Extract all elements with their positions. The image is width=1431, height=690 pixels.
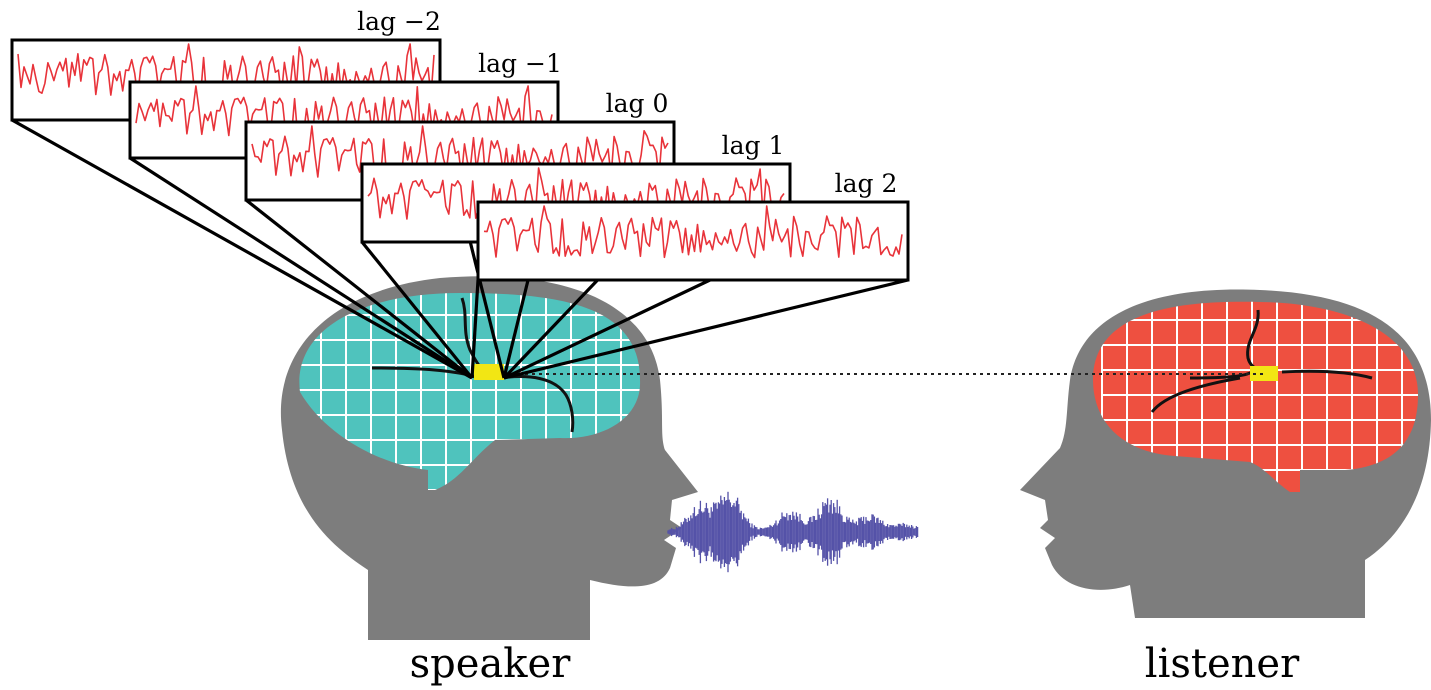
lag-label: lag 1 xyxy=(722,131,785,160)
connector-line xyxy=(245,198,473,380)
connector-line xyxy=(11,118,473,380)
neural-signal-trace xyxy=(483,205,903,259)
connector-line xyxy=(129,156,473,380)
listener-active-region xyxy=(1250,366,1278,381)
speaker-active-region xyxy=(474,364,504,380)
lag-panels: lag −2 lag −1 lag 0 lag 1 lag 2 xyxy=(10,7,910,282)
lag-label: lag 2 xyxy=(835,169,898,198)
listener-label: listener xyxy=(1145,641,1300,687)
connector-line xyxy=(503,278,909,380)
lag-panel: lag 2 xyxy=(476,169,910,282)
connector-line xyxy=(470,279,480,379)
listener-head xyxy=(1020,289,1431,618)
speaker-head xyxy=(280,276,698,640)
connector-line xyxy=(360,240,474,380)
speech-waveform xyxy=(667,491,919,573)
neural-signal-trace xyxy=(17,43,435,98)
speaker-label: speaker xyxy=(410,641,572,687)
lag-label: lag −1 xyxy=(478,49,562,78)
lag-label: lag 0 xyxy=(606,89,669,118)
lag-label: lag −2 xyxy=(357,7,441,36)
